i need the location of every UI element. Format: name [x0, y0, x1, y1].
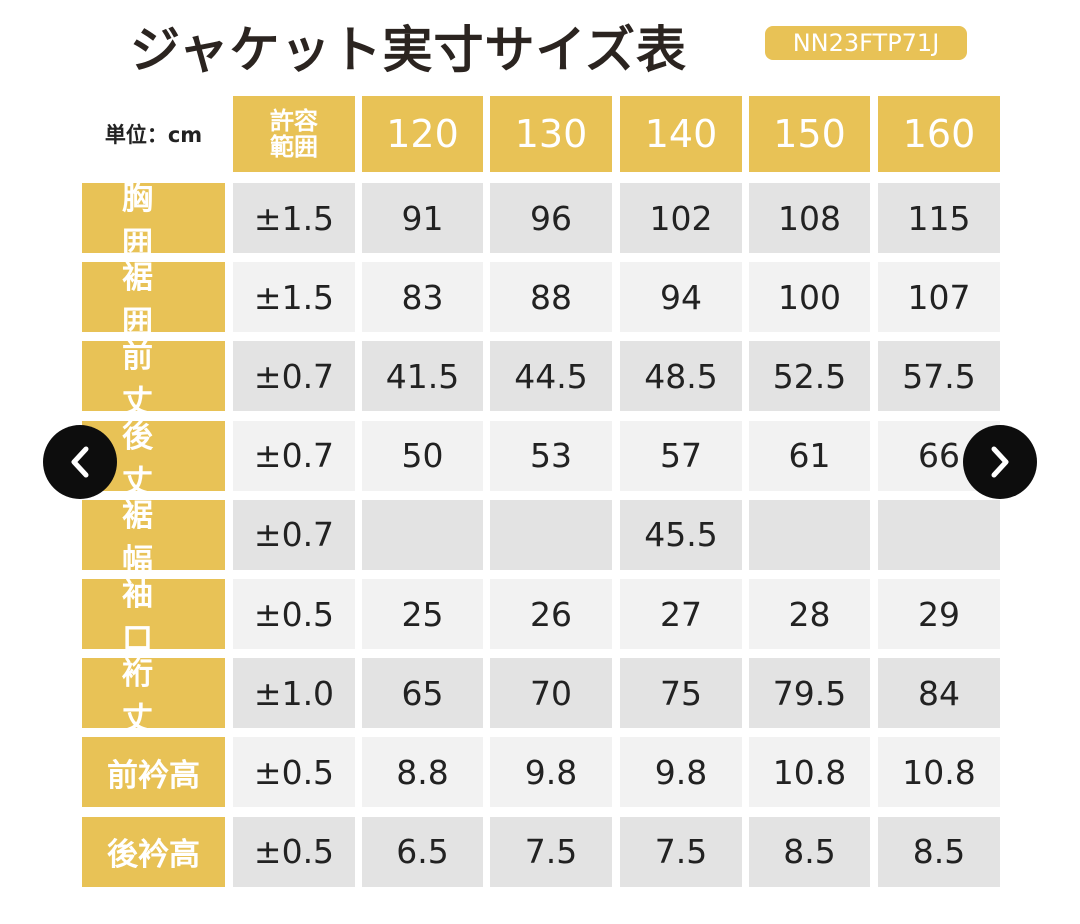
- tolerance-cell: ±0.5: [233, 816, 355, 887]
- row-label: 袖口: [82, 577, 225, 658]
- tolerance-cell: ±0.7: [233, 341, 355, 412]
- value-cell: 83: [362, 262, 483, 333]
- product-code: NN23FTP71J: [765, 26, 967, 60]
- value-cell: 10.8: [878, 737, 1000, 808]
- tolerance-cell: ±1.5: [233, 262, 355, 333]
- next-button[interactable]: [963, 425, 1037, 499]
- row-label: 裾囲: [82, 260, 225, 341]
- value-cell: 28: [749, 579, 870, 649]
- value-cell: 25: [362, 579, 483, 649]
- value-cell: 107: [878, 262, 1000, 333]
- value-cell: [878, 499, 1000, 570]
- value-cell: 52.5: [749, 341, 870, 412]
- value-cell: 61: [749, 420, 870, 491]
- value-cell: 108: [749, 183, 870, 253]
- title: ジャケット実寸サイズ表: [130, 21, 687, 79]
- value-cell: 9.8: [620, 737, 742, 808]
- value-cell: 8.5: [878, 816, 1000, 887]
- value-cell: 75: [620, 658, 742, 729]
- value-cell: 94: [620, 262, 742, 333]
- value-cell: 102: [620, 183, 742, 253]
- value-cell: 7.5: [490, 816, 612, 887]
- value-cell: 41.5: [362, 341, 483, 412]
- value-cell: 29: [878, 579, 1000, 649]
- size-header: 120: [362, 96, 483, 172]
- value-cell: 50: [362, 420, 483, 491]
- size-header: 140: [620, 96, 742, 172]
- value-cell: 70: [490, 658, 612, 729]
- prev-icon: [71, 446, 89, 478]
- prev-button[interactable]: [43, 425, 117, 499]
- value-cell: 8.5: [749, 816, 870, 887]
- row-label: 胸囲: [82, 181, 225, 262]
- value-cell: 8.8: [362, 737, 483, 808]
- value-cell: 45.5: [620, 499, 742, 570]
- value-cell: 6.5: [362, 816, 483, 887]
- tolerance-cell: ±0.7: [233, 499, 355, 570]
- tolerance-header: 許容範囲: [233, 96, 355, 172]
- size-header: 160: [878, 96, 1000, 172]
- value-cell: [749, 499, 870, 570]
- row-label: 後衿高: [82, 816, 225, 887]
- row-label: 裄丈: [82, 656, 225, 737]
- value-cell: 115: [878, 183, 1000, 253]
- value-cell: 9.8: [490, 737, 612, 808]
- size-header: 150: [749, 96, 870, 172]
- value-cell: 91: [362, 183, 483, 253]
- value-cell: 57.5: [878, 341, 1000, 412]
- tolerance-cell: ±0.7: [233, 420, 355, 491]
- tolerance-cell: ±0.5: [233, 737, 355, 808]
- value-cell: [490, 499, 612, 570]
- value-cell: 57: [620, 420, 742, 491]
- value-cell: 84: [878, 658, 1000, 729]
- next-icon: [991, 446, 1009, 478]
- row-label: 裾幅: [82, 498, 225, 579]
- value-cell: 7.5: [620, 816, 742, 887]
- value-cell: 96: [490, 183, 612, 253]
- value-cell: 65: [362, 658, 483, 729]
- tolerance-cell: ±0.5: [233, 579, 355, 649]
- value-cell: 48.5: [620, 341, 742, 412]
- tolerance-cell: ±1.0: [233, 658, 355, 729]
- value-cell: [362, 499, 483, 570]
- row-label: 前衿高: [82, 737, 225, 808]
- value-cell: 100: [749, 262, 870, 333]
- value-cell: 79.5: [749, 658, 870, 729]
- value-cell: 53: [490, 420, 612, 491]
- value-cell: 26: [490, 579, 612, 649]
- value-cell: 27: [620, 579, 742, 649]
- tolerance-cell: ±1.5: [233, 183, 355, 253]
- size-header: 130: [490, 96, 612, 172]
- row-label: 前丈: [82, 339, 225, 420]
- value-cell: 44.5: [490, 341, 612, 412]
- value-cell: 10.8: [749, 737, 870, 808]
- value-cell: 88: [490, 262, 612, 333]
- unit-label: 単位：cm: [104, 123, 203, 147]
